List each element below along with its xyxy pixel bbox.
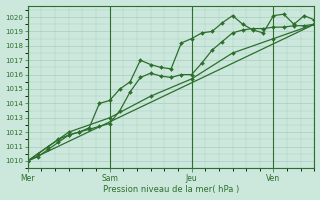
X-axis label: Pression niveau de la mer( hPa ): Pression niveau de la mer( hPa ) xyxy=(103,185,239,194)
